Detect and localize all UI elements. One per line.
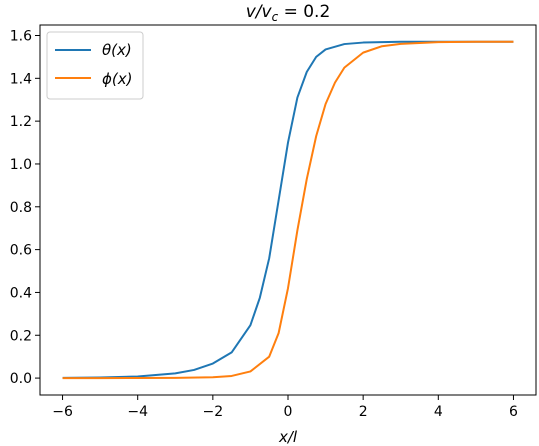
series-line-theta: [62, 40, 514, 379]
x-tick-label: 4: [434, 404, 443, 420]
x-tick-label: 0: [284, 404, 293, 420]
chart-title: v/vc = 0.2: [246, 2, 331, 24]
y-tick-label: 1.2: [10, 114, 32, 130]
x-tick-label: −6: [52, 404, 73, 420]
y-tick-label: 1.6: [10, 28, 32, 44]
y-tick-label: 1.0: [10, 157, 32, 173]
x-axis-label: x/l: [278, 428, 298, 446]
legend-box: [46, 31, 144, 100]
series-line-phi: [62, 40, 514, 380]
x-tick-label: −2: [203, 404, 224, 420]
y-tick-label: 0.6: [10, 243, 32, 259]
series-layer: [62, 40, 514, 380]
legend: θ(x) ϕ(x): [46, 31, 144, 100]
y-tick-label: 0.8: [10, 200, 32, 216]
x-axis: −6 −4 −2 0 2 4 6: [52, 395, 518, 420]
y-axis: 0.0 0.2 0.4 0.6 0.8 1.0 1.2 1.4 1.6: [10, 28, 40, 387]
x-tick-label: 6: [509, 404, 518, 420]
x-tick-label: −4: [127, 404, 148, 420]
y-tick-label: 0.4: [10, 285, 32, 301]
y-tick-label: 1.4: [10, 71, 32, 87]
y-tick-label: 0.2: [10, 328, 32, 344]
y-tick-label: 0.0: [10, 371, 32, 387]
x-tick-label: 2: [359, 404, 368, 420]
legend-label-phi: ϕ(x): [102, 70, 132, 88]
legend-label-theta: θ(x): [102, 41, 132, 59]
